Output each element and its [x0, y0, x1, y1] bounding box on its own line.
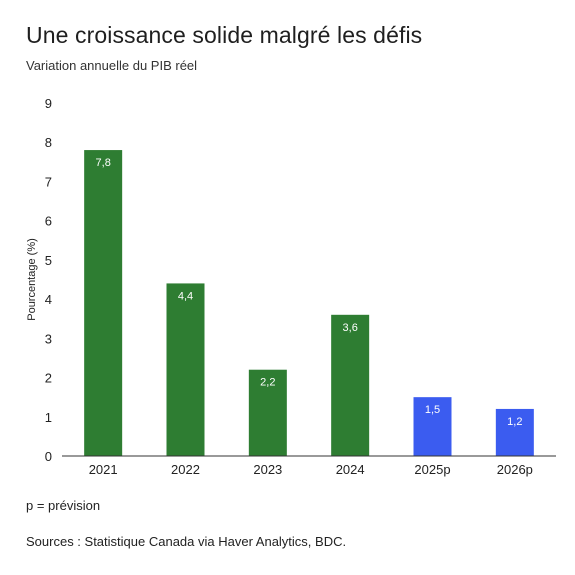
y-axis-title: Pourcentage (%): [26, 238, 38, 321]
chart-title: Une croissance solide malgré les défis: [26, 22, 423, 48]
data-label: 1,2: [507, 416, 522, 428]
x-tick-label: 2022: [171, 462, 200, 477]
x-tick-label: 2026p: [497, 462, 533, 477]
y-tick-label: 2: [45, 371, 52, 386]
data-label: 4,4: [178, 290, 193, 302]
x-tick-label: 2025p: [414, 462, 450, 477]
y-tick-label: 8: [45, 135, 52, 150]
data-label: 3,6: [343, 322, 358, 334]
y-tick-label: 5: [45, 253, 52, 268]
y-tick-label: 0: [45, 449, 52, 464]
data-label: 1,5: [425, 404, 440, 416]
chart-subtitle: Variation annuelle du PIB réel: [26, 58, 198, 73]
data-label: 2,2: [260, 377, 275, 389]
x-tick-label: 2024: [336, 462, 365, 477]
y-tick-label: 7: [45, 174, 52, 189]
x-tick-label: 2021: [89, 462, 118, 477]
y-tick-label: 1: [45, 410, 52, 425]
y-tick-label: 6: [45, 214, 52, 229]
bar-2022: [166, 283, 205, 456]
bar-2025p: [413, 397, 452, 456]
data-label: 7,8: [96, 157, 111, 169]
bar-2021: [84, 150, 123, 457]
source-note: Sources : Statistique Canada via Haver A…: [26, 534, 347, 549]
y-tick-label: 9: [45, 96, 52, 111]
y-tick-label: 4: [45, 292, 52, 307]
x-tick-label: 2023: [253, 462, 282, 477]
y-tick-label: 3: [45, 331, 52, 346]
forecast-note: p = prévision: [26, 498, 101, 513]
bar-2023: [248, 369, 287, 456]
bar-2026p: [495, 408, 534, 456]
bar-2024: [331, 314, 370, 456]
